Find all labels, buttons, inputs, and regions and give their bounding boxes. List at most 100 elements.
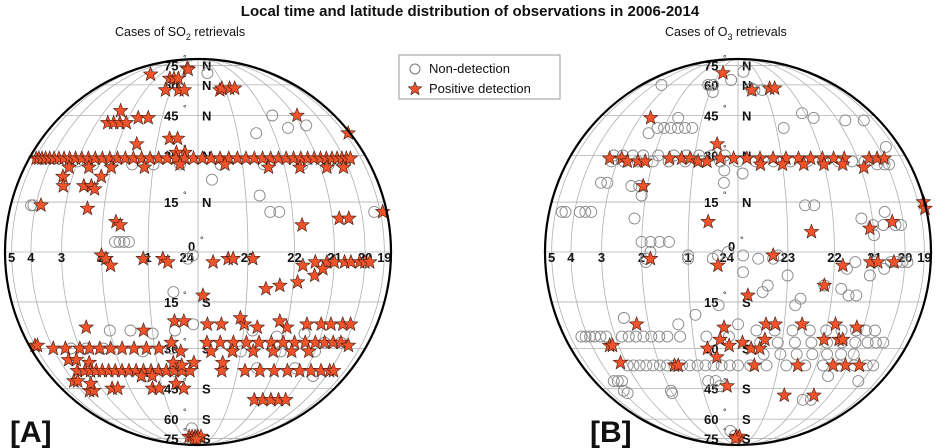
positive-detection-point	[260, 159, 277, 175]
positive-detection-point	[118, 114, 135, 130]
positive-detection-point	[670, 357, 687, 373]
meridian-gridline	[197, 59, 366, 445]
non-detection-point	[777, 121, 790, 134]
latitude-hemisphere-label: N	[742, 59, 751, 74]
positive-detection-point	[712, 150, 729, 166]
hour-tick-label: 2	[638, 250, 645, 265]
latitude-tick-label: 15	[704, 295, 718, 310]
non-detection-point	[600, 330, 613, 343]
positive-detection-point	[374, 203, 391, 219]
non-detection-point	[732, 359, 744, 372]
positive-detection-point	[803, 223, 820, 239]
degree-symbol: °	[183, 407, 187, 417]
latitude-hemisphere-label: N	[202, 59, 211, 74]
non-detection-point	[857, 114, 870, 127]
positive-detection-point	[175, 380, 192, 396]
non-detection-point	[752, 252, 765, 265]
legend-label-non-detection: Non-detection	[429, 61, 510, 76]
non-detection-point	[718, 164, 731, 177]
positive-detection-point	[834, 156, 851, 172]
degree-symbol: °	[723, 407, 727, 417]
positive-detection-point	[169, 130, 186, 146]
non-detection-point	[774, 348, 787, 361]
non-detection-point	[664, 121, 677, 134]
legend-marker-positive-detection	[407, 81, 423, 96]
hour-tick-label: 5	[8, 250, 15, 265]
non-detection-point	[273, 205, 286, 218]
non-detection-point	[883, 158, 896, 171]
positive-detection-point	[112, 102, 129, 118]
non-detection-point	[715, 359, 728, 372]
positive-detection-point	[612, 354, 629, 370]
positive-detection-point	[194, 287, 211, 303]
non-detection-point	[653, 235, 666, 248]
non-detection-point	[835, 282, 848, 295]
meridian-gridline	[601, 59, 739, 445]
positive-detection-point	[114, 340, 131, 356]
positive-detection-point	[816, 331, 832, 347]
non-detection-point	[877, 336, 890, 349]
non-detection-point	[637, 330, 650, 343]
non-detection-point	[691, 359, 704, 372]
positive-detection-point	[743, 81, 760, 97]
positive-detection-point	[170, 70, 187, 86]
positive-detection-point	[283, 343, 300, 359]
latitude-hemisphere-label: S	[742, 381, 751, 396]
non-detection-point	[702, 375, 715, 388]
positive-detection-point	[851, 357, 868, 373]
non-detection-point	[167, 286, 180, 299]
non-detection-point	[201, 67, 214, 80]
non-detection-point	[683, 359, 696, 372]
non-detection-point	[689, 308, 702, 321]
non-detection-point	[788, 336, 801, 349]
positive-detection-point	[716, 319, 732, 335]
meridian-gridline	[737, 59, 835, 445]
positive-detection-point	[265, 343, 282, 359]
meridian-gridline	[197, 59, 335, 445]
degree-symbol: °	[200, 235, 204, 245]
hour-tick-label: 22	[287, 250, 301, 265]
latitude-hemisphere-label: S	[742, 342, 751, 357]
positive-detection-point	[205, 253, 222, 269]
non-detection-point	[686, 121, 699, 134]
positive-detection-point	[142, 66, 159, 82]
non-detection-point	[808, 199, 821, 212]
non-detection-point	[878, 205, 891, 218]
non-detection-point	[113, 235, 126, 248]
non-detection-point	[796, 107, 808, 120]
positive-detection-point	[876, 150, 893, 166]
non-detection-point	[790, 348, 803, 361]
non-detection-point	[555, 205, 568, 218]
non-detection-point	[849, 336, 862, 349]
subtitle-tail: retrievals	[191, 25, 245, 39]
positive-detection-point	[109, 380, 126, 396]
positive-detection-point	[291, 362, 308, 378]
positive-detection-point	[767, 315, 784, 332]
positive-detection-point	[776, 387, 793, 403]
non-detection-point	[750, 324, 763, 337]
meridian-gridline	[737, 59, 875, 445]
positive-detection-point	[232, 309, 249, 325]
latitude-hemisphere-label: S	[202, 431, 211, 446]
non-detection-point	[817, 359, 829, 372]
positive-detection-point	[834, 331, 851, 347]
latitude-hemisphere-label: N	[202, 78, 211, 93]
non-detection-point	[250, 127, 263, 140]
positive-detection-point	[294, 216, 311, 232]
positive-detection-point	[712, 331, 728, 347]
degree-symbol: °	[183, 73, 187, 83]
positive-detection-point	[848, 319, 865, 335]
positive-detection-point	[136, 159, 153, 175]
non-detection-point	[644, 235, 657, 248]
positive-detection-point	[157, 81, 174, 97]
non-detection-point	[771, 336, 784, 349]
latitude-hemisphere-label: S	[202, 381, 211, 396]
non-detection-point	[805, 336, 818, 349]
non-detection-point	[671, 121, 684, 134]
latitude-tick-label: 60	[164, 412, 178, 427]
positive-detection-point	[175, 312, 192, 328]
non-detection-point	[109, 235, 121, 248]
non-detection-point	[794, 292, 807, 305]
subtitle-main: Cases of O	[665, 25, 728, 39]
